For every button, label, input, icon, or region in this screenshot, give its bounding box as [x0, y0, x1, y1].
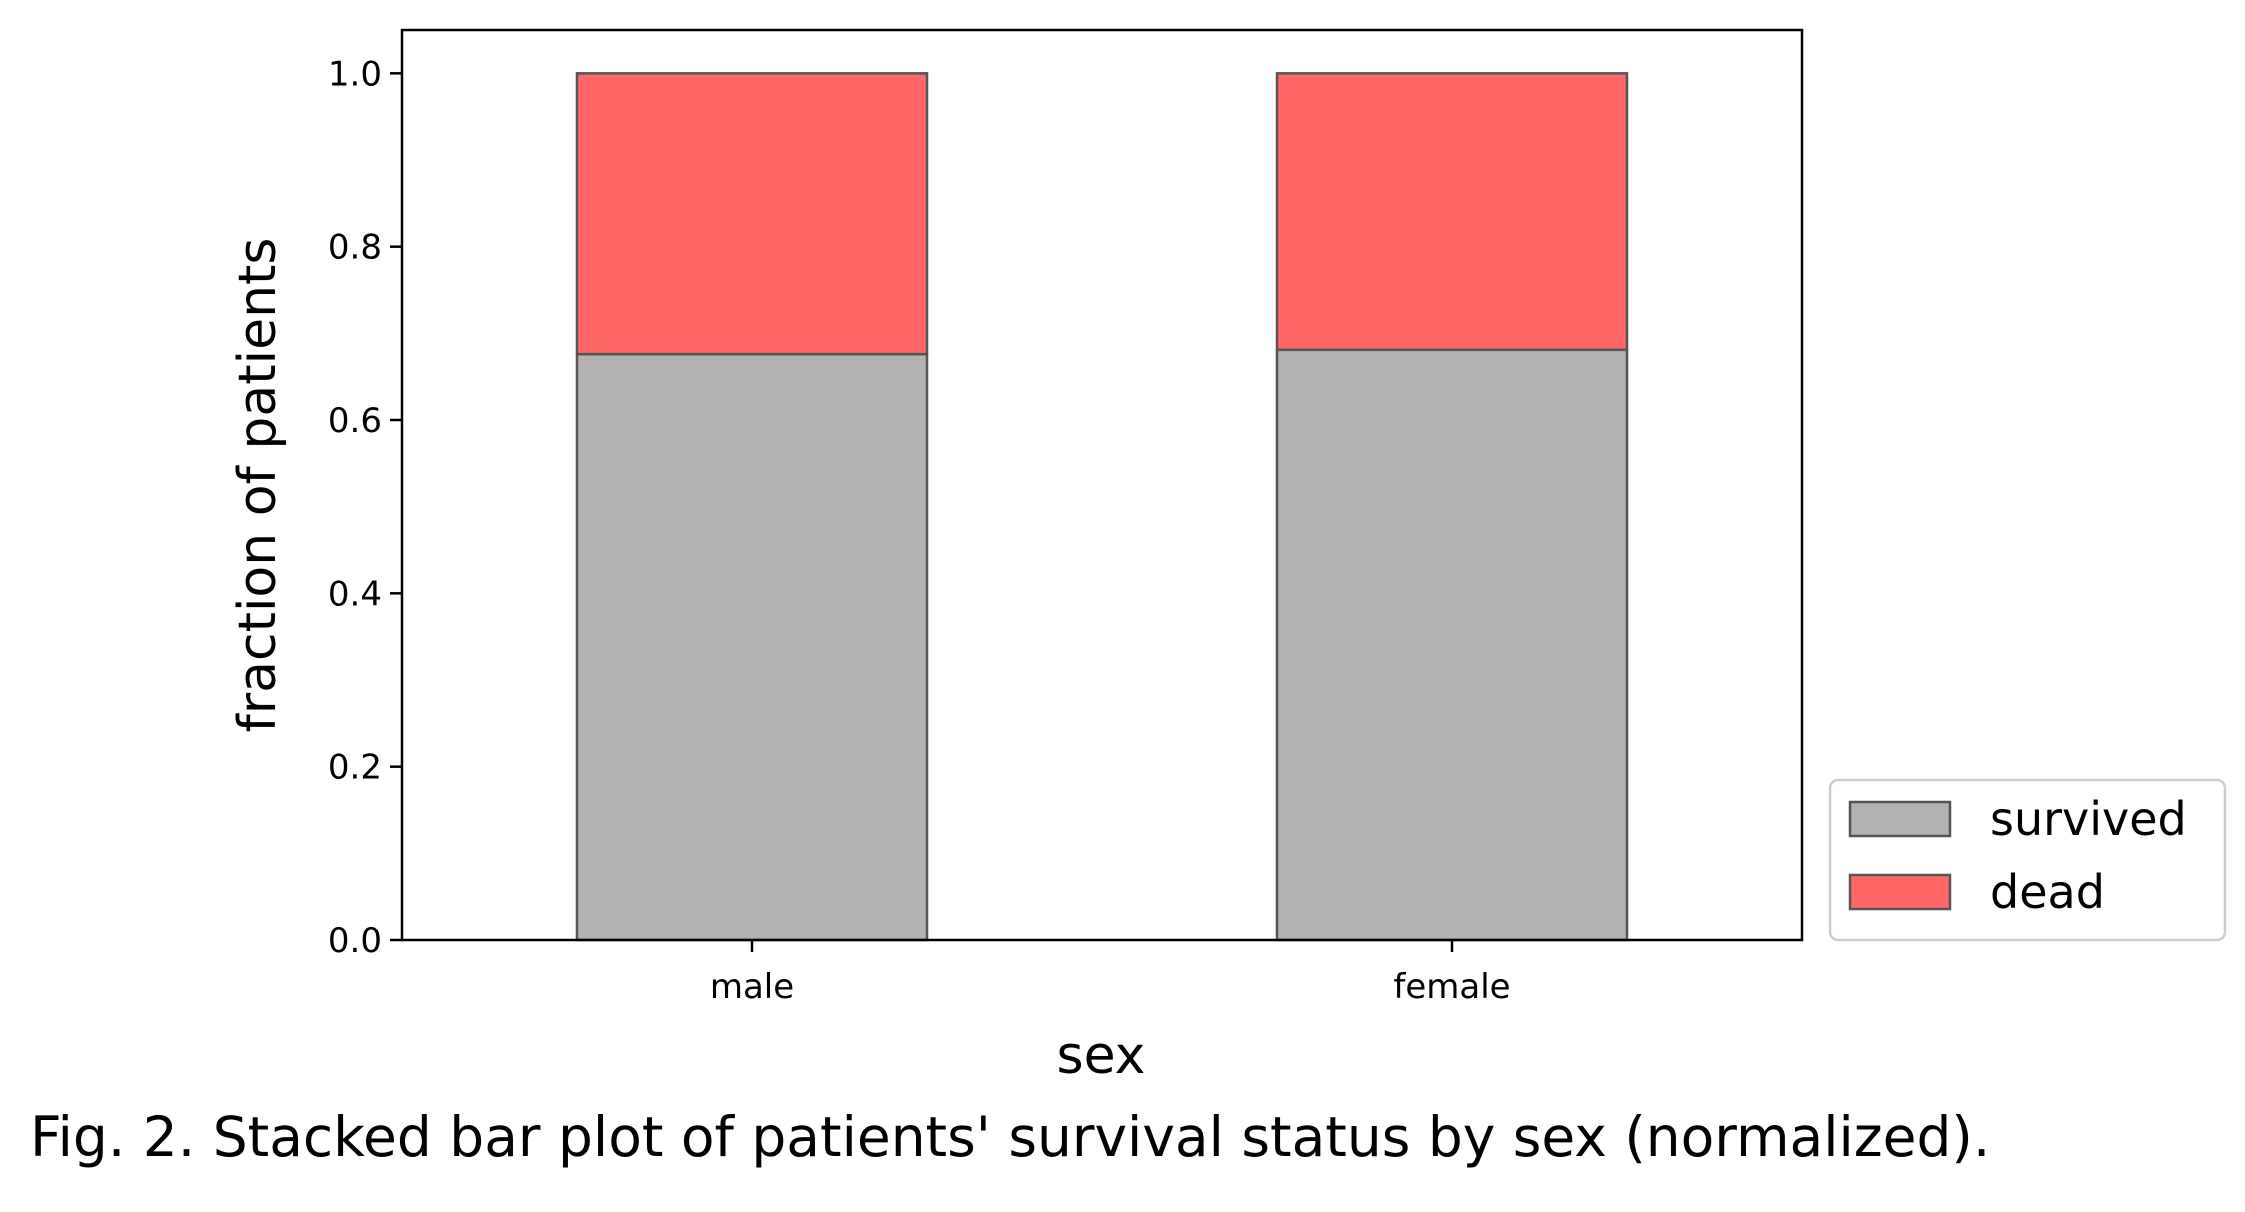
- legend-label-survived: survived: [1990, 792, 2187, 846]
- legend-label-dead: dead: [1990, 865, 2105, 919]
- y-axis-label: fraction of patients: [228, 237, 288, 732]
- y-tick-label: 0.4: [328, 574, 382, 614]
- bar-survived-female: [1275, 348, 1629, 942]
- bar-survived-male: [575, 352, 929, 942]
- legend-swatch-dead: [1848, 873, 1952, 911]
- y-tick-label: 0.6: [328, 401, 382, 441]
- bar-dead-male: [575, 72, 929, 356]
- y-tick-label: 0.0: [328, 921, 382, 961]
- bar-dead-female: [1275, 72, 1629, 352]
- x-tick-label: male: [710, 967, 794, 1007]
- plot-area-frame: [400, 28, 1804, 942]
- y-tick-label: 1.0: [328, 54, 382, 94]
- x-tick-label: female: [1393, 967, 1510, 1007]
- y-tick-label: 0.2: [328, 748, 382, 788]
- legend-swatch-survived: [1848, 800, 1952, 838]
- legend: survived dead: [1828, 778, 2227, 942]
- figure-caption: Fig. 2. Stacked bar plot of patients' su…: [30, 1105, 1991, 1169]
- y-tick-label: 0.8: [328, 228, 382, 268]
- x-axis-label: sex: [1057, 1026, 1146, 1086]
